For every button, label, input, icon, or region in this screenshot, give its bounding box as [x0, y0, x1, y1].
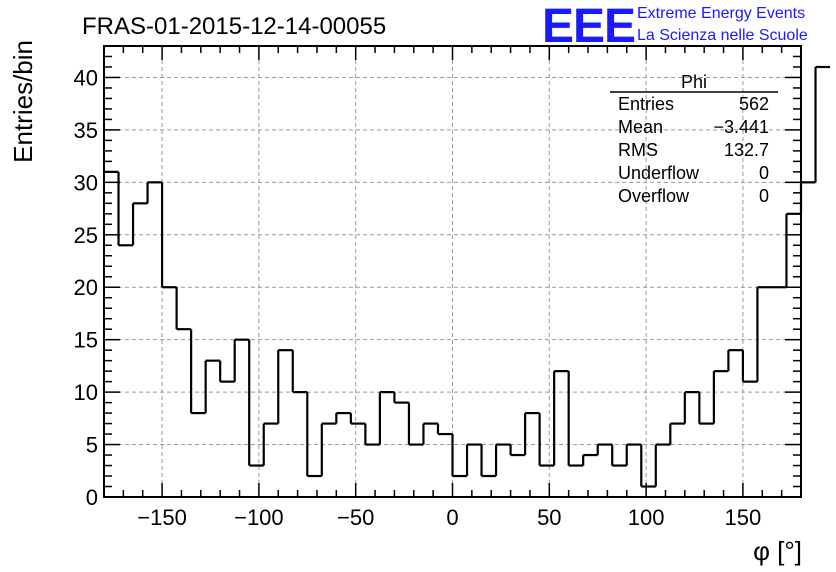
- y-tick-label: 35: [74, 118, 98, 143]
- stats-box: Phi Entries 562 Mean −3.441 RMS 132.7 Underflo…: [610, 72, 778, 206]
- histogram-series: [104, 65, 831, 488]
- x-tick-label: −150: [137, 505, 187, 530]
- y-tick-label: 30: [74, 170, 98, 195]
- y-tick-label: 20: [74, 275, 98, 300]
- x-tick-label: 0: [446, 505, 458, 530]
- stats-value: −3.441: [713, 117, 769, 137]
- tick-labels: −150 −100 −50 0 50 100 150 0 5 10 15 20 25 30 35 40: [74, 65, 762, 530]
- eee-logo: EEE Extreme Energy Events La Scienza nel…: [542, 0, 808, 53]
- x-tick-label: 50: [537, 505, 561, 530]
- logo-line-1: Extreme Energy Events: [637, 5, 805, 22]
- stats-key: Entries: [618, 94, 674, 114]
- y-tick-label: 15: [74, 328, 98, 353]
- axis-ticks: [104, 46, 801, 497]
- stats-key: Overflow: [618, 186, 690, 206]
- stats-rows: Entries 562 Mean −3.441 RMS 132.7 Underflow 0 Ov…: [618, 94, 769, 206]
- stats-value: 0: [759, 163, 769, 183]
- logo-line-2: La Scienza nelle Scuole: [637, 27, 808, 44]
- logo-mark: EEE: [542, 0, 635, 53]
- stats-value: 562: [739, 94, 769, 114]
- chart-title: FRAS-01-2015-12-14-00055: [82, 13, 386, 40]
- x-tick-label: 100: [628, 505, 665, 530]
- y-tick-label: 40: [74, 65, 98, 90]
- y-axis-title: Entries/bin: [8, 40, 38, 163]
- y-tick-label: 25: [74, 223, 98, 248]
- stats-value: 0: [759, 186, 769, 206]
- x-tick-label: 150: [725, 505, 762, 530]
- stats-key: RMS: [618, 140, 658, 160]
- stats-key: Underflow: [618, 163, 700, 183]
- stats-key: Mean: [618, 117, 663, 137]
- y-tick-label: 5: [86, 433, 98, 458]
- stats-title: Phi: [681, 72, 707, 92]
- x-axis-title: φ [°]: [753, 536, 802, 566]
- y-tick-label: 10: [74, 380, 98, 405]
- stats-value: 132.7: [724, 140, 769, 160]
- y-tick-label: 0: [86, 485, 98, 510]
- grid-lines: [104, 46, 801, 497]
- x-tick-label: −100: [234, 505, 284, 530]
- x-tick-label: −50: [337, 505, 374, 530]
